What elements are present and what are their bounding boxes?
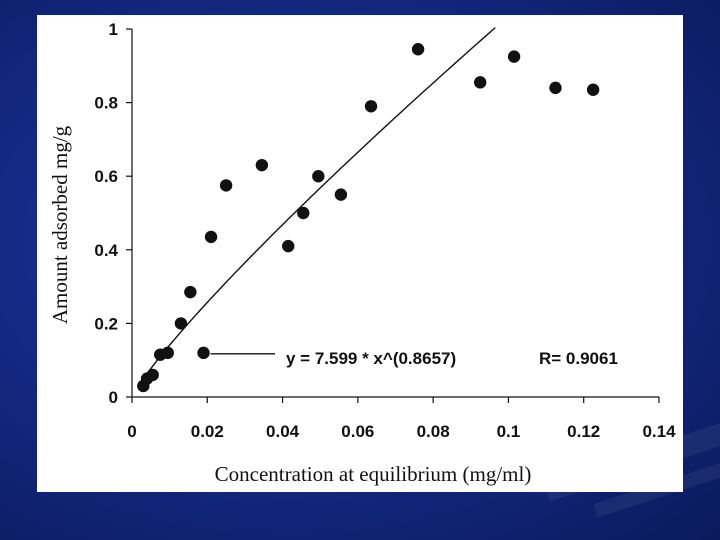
x-tick-label: 0.1: [497, 422, 521, 441]
y-tick-label: 1: [109, 20, 118, 39]
x-tick-label: 0.04: [266, 422, 300, 441]
x-tick-label: 0.14: [642, 422, 676, 441]
x-tick-label: 0.06: [341, 422, 374, 441]
fit-r-value: R= 0.9061: [539, 349, 618, 368]
data-point: [161, 346, 174, 360]
data-point: [219, 179, 233, 192]
chart-image: 0 0.02 0.04 0.06 0.08 0.1 0.12 0.14 0 0.2 0.4 0.6 0.…: [37, 15, 683, 492]
data-point: [411, 43, 425, 56]
x-tick-label: 0.12: [567, 422, 600, 441]
x-axis-title: Concentration at equilibrium (mg/ml): [215, 462, 532, 486]
data-point: [184, 285, 197, 299]
axes: 0 0.02 0.04 0.06 0.08 0.1 0.12 0.14 0 0.2 0.4 0.6 0.…: [94, 20, 676, 441]
x-tick-label: 0: [127, 422, 136, 441]
data-points: [137, 43, 600, 393]
data-point: [297, 206, 310, 220]
data-point: [255, 158, 269, 172]
data-point: [146, 368, 159, 382]
data-point: [312, 170, 325, 183]
fit-equation: y = 7.599 * x^(0.8657): [286, 349, 456, 368]
x-tick-label: 0.08: [417, 422, 450, 441]
y-tick-label: 0: [109, 388, 118, 407]
chart-svg: 0 0.02 0.04 0.06 0.08 0.1 0.12 0.14 0 0.2 0.4 0.6 0.…: [48, 20, 676, 486]
fit-curve-layer: [142, 27, 496, 380]
data-point: [282, 239, 295, 253]
data-point: [334, 188, 348, 201]
data-point: [507, 50, 521, 63]
data-point: [204, 230, 218, 244]
labels-layer: Amount adsorbed mg/g Concentration at eq…: [48, 125, 618, 486]
data-point: [549, 81, 562, 95]
y-tick-label: 0.8: [94, 94, 118, 113]
data-point: [174, 317, 188, 330]
data-point: [364, 100, 378, 113]
fit-curve: [142, 27, 496, 380]
y-tick-label: 0.2: [94, 314, 118, 333]
y-tick-label: 0.6: [94, 167, 118, 186]
y-axis-title: Amount adsorbed mg/g: [48, 125, 72, 324]
data-point: [197, 346, 210, 360]
y-tick-label: 0.4: [94, 241, 118, 260]
x-tick-label: 0.02: [191, 422, 224, 441]
data-point: [473, 76, 487, 89]
data-point: [586, 83, 600, 96]
